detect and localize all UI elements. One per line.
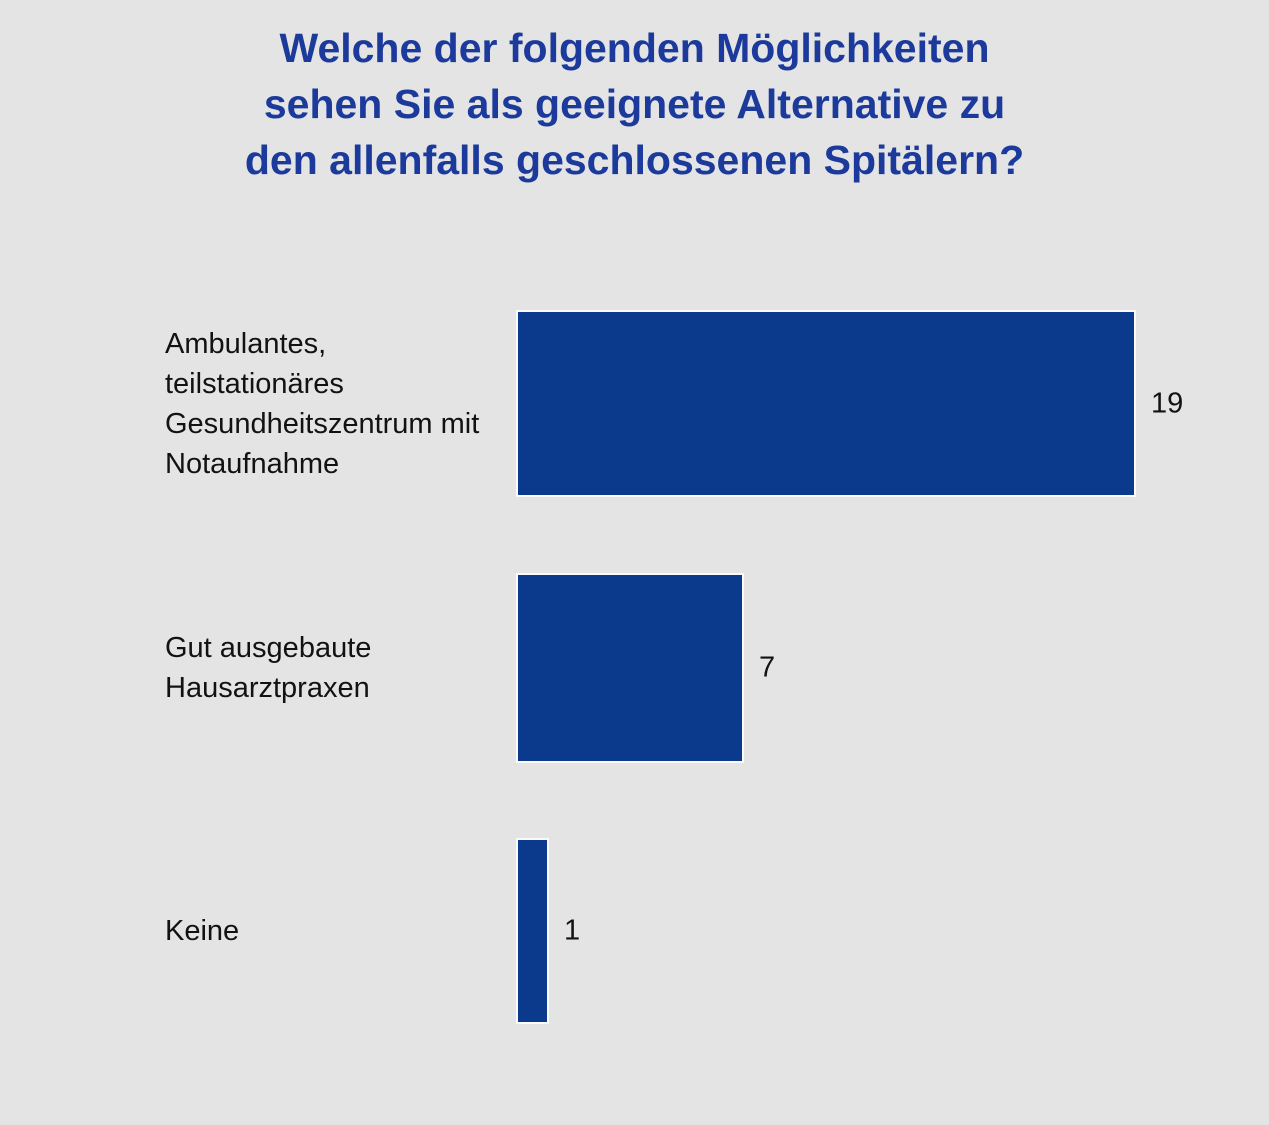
chart-title-line: sehen Sie als geeignete Alternative zu: [263, 81, 1006, 127]
chart-title-line: den allenfalls geschlossenen Spitälern?: [244, 137, 1025, 183]
category-label: Gut ausgebaute Hausarztpraxen: [165, 632, 372, 704]
chart-title-line: Welche der folgenden Möglichkeiten: [279, 25, 990, 71]
category-label: Ambulantes, teilstationäres Gesundheitsz…: [165, 327, 480, 480]
value-label: 19: [1151, 387, 1184, 419]
bar: [516, 838, 549, 1024]
value-label: 7: [759, 651, 776, 684]
category-label: Keine: [165, 915, 240, 947]
chart-row: Keine 1: [0, 838, 1269, 1024]
chart-title: Welche der folgenden Möglichkeiten sehen …: [0, 20, 1269, 188]
bar: [516, 310, 1136, 497]
chart-row: Ambulantes, teilstationäres Gesundheitsz…: [0, 310, 1269, 497]
bar: [516, 573, 744, 763]
chart-row: Gut ausgebaute Hausarztpraxen 7: [0, 573, 1269, 763]
value-label: 1: [564, 914, 581, 947]
